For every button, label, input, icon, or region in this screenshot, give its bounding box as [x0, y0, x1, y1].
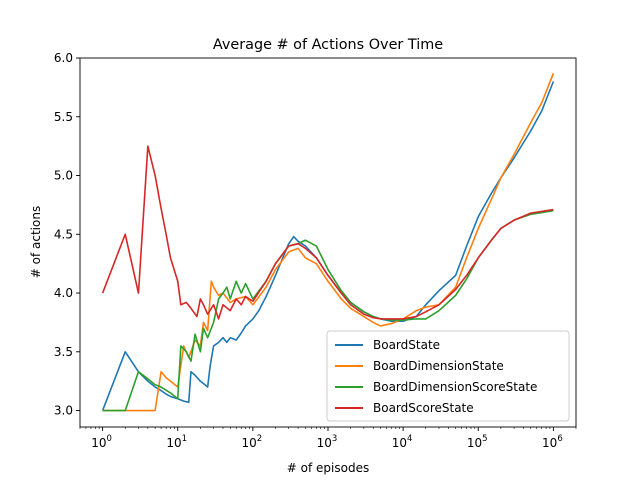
- x-axis: 100 101 102 103 104 105 106: [79, 427, 577, 450]
- y-axis: 3.0 3.5 4.0 4.5 5.0 5.5 6.0: [54, 51, 80, 418]
- x-tick-label: 104: [392, 434, 413, 450]
- legend-label: BoardState: [373, 338, 440, 352]
- x-tick-label: 105: [467, 434, 488, 450]
- y-tick-label: 6.0: [54, 51, 73, 65]
- x-axis-title: # of episodes: [287, 461, 369, 475]
- x-tick-label: 102: [242, 434, 263, 450]
- y-tick-label: 5.5: [54, 110, 73, 124]
- y-tick-label: 4.0: [54, 286, 73, 300]
- x-tick-label: 106: [542, 434, 563, 450]
- x-tick-label: 100: [91, 434, 112, 450]
- y-axis-title: # of actions: [29, 206, 43, 278]
- plot-area: [101, 72, 555, 412]
- y-tick-label: 5.0: [54, 169, 73, 183]
- legend-label: BoardDimensionScoreState: [373, 380, 537, 394]
- y-tick-label: 4.5: [54, 227, 73, 241]
- y-tick-label: 3.5: [54, 345, 73, 359]
- chart-title: Average # of Actions Over Time: [213, 37, 443, 53]
- legend-label: BoardScoreState: [373, 401, 474, 415]
- legend: BoardState BoardDimensionState BoardDimens…: [326, 330, 570, 422]
- legend-label: BoardDimensionState: [373, 359, 504, 373]
- legend-box: [326, 330, 570, 422]
- series-line-3: [101, 145, 554, 320]
- x-tick-label: 101: [166, 434, 187, 450]
- series-line-0: [101, 81, 555, 411]
- y-tick-label: 3.0: [54, 404, 73, 418]
- x-tick-label: 103: [317, 434, 338, 450]
